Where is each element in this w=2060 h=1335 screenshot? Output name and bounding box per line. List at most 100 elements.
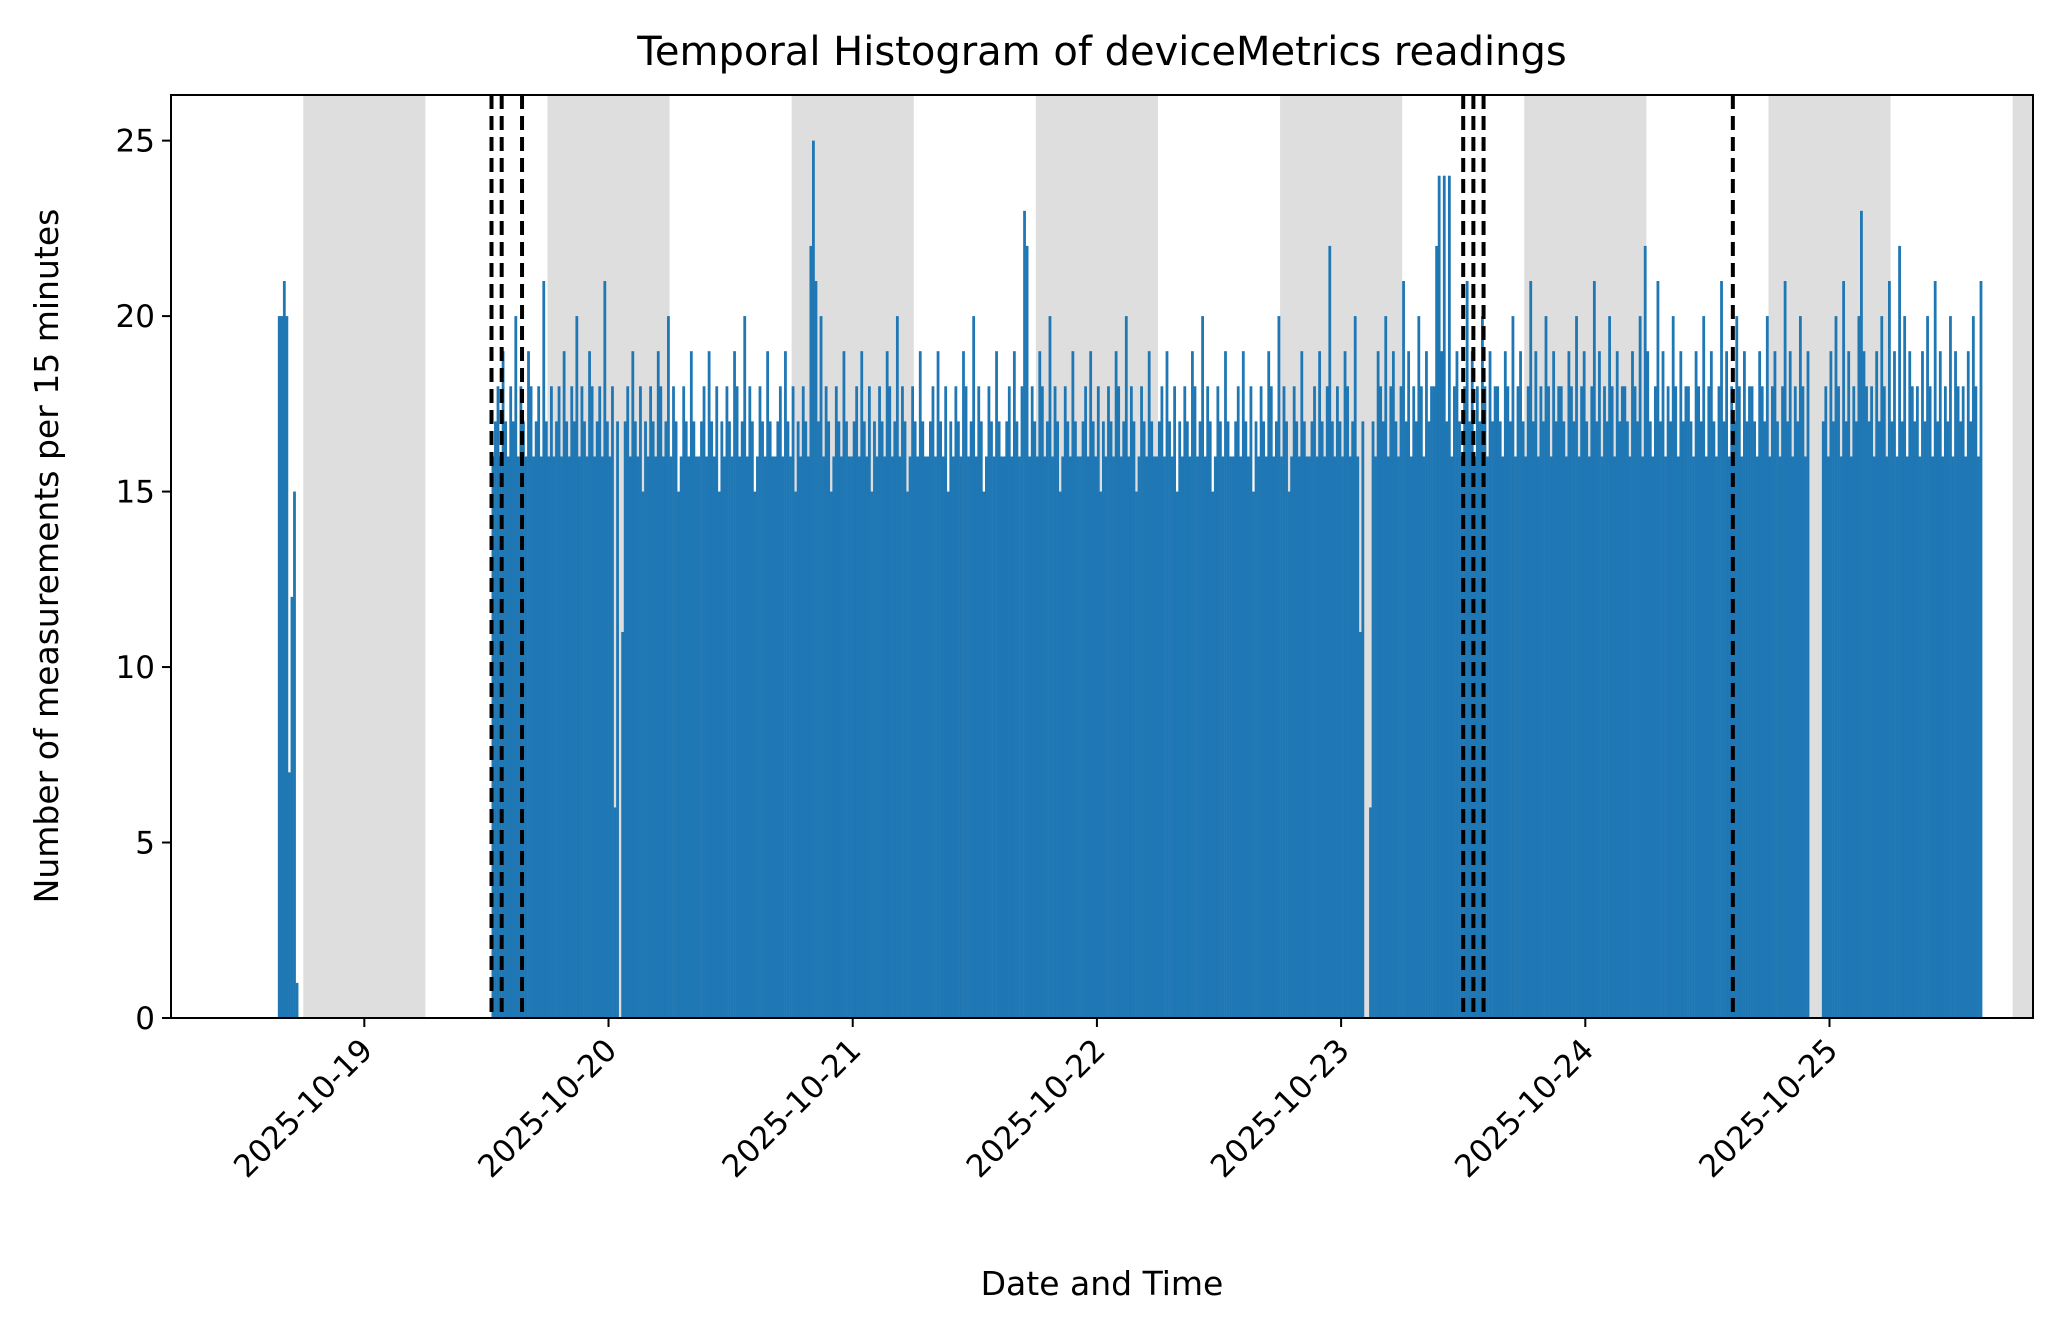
histogram-bar bbox=[1628, 456, 1632, 1018]
y-tick-label: 5 bbox=[135, 826, 155, 862]
histogram-bar bbox=[1666, 386, 1670, 1019]
histogram-bar bbox=[293, 491, 296, 1018]
histogram-bar bbox=[1758, 351, 1762, 1018]
histogram-bar bbox=[1600, 456, 1604, 1018]
histogram-bar bbox=[1315, 456, 1319, 1018]
histogram-bar bbox=[1712, 421, 1716, 1018]
histogram-bar bbox=[1076, 456, 1080, 1018]
histogram-bar bbox=[1417, 316, 1421, 1018]
histogram-bar bbox=[1956, 386, 1960, 1019]
histogram-bar bbox=[1071, 351, 1075, 1018]
histogram-bar bbox=[1259, 386, 1263, 1019]
histogram-bar bbox=[824, 386, 828, 1019]
histogram-bar bbox=[781, 456, 785, 1018]
histogram-bar bbox=[1135, 491, 1138, 1018]
histogram-bar bbox=[771, 456, 775, 1018]
histogram-bar bbox=[1468, 421, 1472, 1018]
histogram-bar bbox=[1765, 316, 1769, 1018]
histogram-bar bbox=[598, 386, 602, 1019]
histogram-bar bbox=[934, 456, 937, 1018]
histogram-bar bbox=[1254, 421, 1258, 1018]
histogram-bar bbox=[890, 456, 894, 1018]
histogram-bar bbox=[1618, 421, 1622, 1018]
histogram-bar bbox=[1397, 456, 1400, 1018]
histogram-bar bbox=[918, 351, 922, 1018]
histogram-bar bbox=[730, 456, 734, 1018]
histogram-bar bbox=[1893, 351, 1896, 1018]
histogram-bar bbox=[1046, 421, 1049, 1018]
histogram-bar bbox=[514, 316, 518, 1018]
histogram-bar bbox=[1196, 456, 1199, 1018]
histogram-bar bbox=[809, 245, 813, 1018]
histogram-bar bbox=[588, 351, 591, 1018]
histogram-bar bbox=[593, 456, 597, 1018]
histogram-bar bbox=[1753, 421, 1756, 1018]
histogram-bar bbox=[1180, 456, 1184, 1018]
histogram-bar bbox=[277, 316, 281, 1018]
y-tick-label: 10 bbox=[116, 650, 155, 686]
histogram-bar bbox=[1074, 421, 1077, 1018]
histogram-bar bbox=[1910, 386, 1914, 1019]
histogram-bar bbox=[1437, 175, 1441, 1018]
histogram-bar bbox=[946, 491, 950, 1018]
histogram-bar bbox=[641, 491, 645, 1018]
histogram-bar bbox=[1821, 421, 1825, 1018]
histogram-bar bbox=[1778, 456, 1782, 1018]
histogram-bar bbox=[1358, 631, 1362, 1018]
histogram-bar bbox=[1659, 421, 1662, 1018]
histogram-bar bbox=[1684, 386, 1688, 1019]
histogram-bar bbox=[1572, 421, 1576, 1018]
histogram-bar bbox=[1903, 316, 1907, 1018]
histogram-bar bbox=[1890, 421, 1894, 1018]
y-tick-label: 15 bbox=[116, 475, 155, 511]
histogram-bar bbox=[944, 386, 948, 1019]
histogram-bar bbox=[710, 421, 714, 1018]
histogram-bar bbox=[926, 456, 930, 1018]
histogram-bar bbox=[1613, 456, 1617, 1018]
histogram-bar bbox=[817, 421, 820, 1018]
histogram-bar bbox=[1384, 316, 1388, 1018]
histogram-bar bbox=[1620, 386, 1624, 1019]
histogram-bar bbox=[1213, 456, 1217, 1018]
histogram-bar bbox=[1539, 386, 1543, 1019]
histogram-bar bbox=[1580, 386, 1584, 1019]
histogram-bar bbox=[1137, 456, 1141, 1018]
histogram-bar bbox=[1089, 351, 1093, 1018]
histogram-bar bbox=[1832, 421, 1835, 1018]
histogram-bar bbox=[1099, 491, 1103, 1018]
histogram-bar bbox=[857, 456, 861, 1018]
histogram-bar bbox=[534, 421, 538, 1018]
histogram-bar bbox=[1068, 456, 1072, 1018]
histogram-bar bbox=[565, 421, 569, 1018]
histogram-bar bbox=[834, 386, 838, 1019]
histogram-bar bbox=[1971, 316, 1975, 1018]
histogram-bar bbox=[644, 421, 647, 1018]
histogram-bar bbox=[654, 456, 658, 1018]
histogram-bar bbox=[1425, 351, 1428, 1018]
histogram-bar bbox=[687, 456, 691, 1018]
histogram-bar bbox=[1959, 421, 1963, 1018]
histogram-bar bbox=[1168, 421, 1171, 1018]
histogram-bar bbox=[814, 281, 818, 1019]
histogram-bar bbox=[1058, 491, 1062, 1018]
histogram-bar bbox=[1936, 421, 1940, 1018]
histogram-bar bbox=[1900, 421, 1904, 1018]
histogram-bar bbox=[1750, 386, 1754, 1019]
histogram-bar bbox=[852, 421, 856, 1018]
histogram-bar bbox=[623, 421, 627, 1018]
histogram-bar bbox=[1280, 456, 1283, 1018]
histogram-bar bbox=[1638, 316, 1642, 1018]
histogram-bar bbox=[1025, 245, 1029, 1018]
histogram-bar bbox=[1633, 386, 1637, 1019]
histogram-bar bbox=[547, 456, 551, 1018]
histogram-bar bbox=[705, 456, 708, 1018]
histogram-bar bbox=[1921, 351, 1924, 1018]
histogram-bar bbox=[1399, 386, 1403, 1019]
histogram-bar bbox=[1519, 351, 1522, 1018]
histogram-bar bbox=[1575, 316, 1578, 1018]
histogram-bar bbox=[1842, 281, 1846, 1019]
histogram-bar bbox=[1343, 351, 1347, 1018]
histogram-bar bbox=[875, 456, 879, 1018]
histogram-bar bbox=[516, 456, 520, 1018]
histogram-bar bbox=[1173, 386, 1177, 1019]
